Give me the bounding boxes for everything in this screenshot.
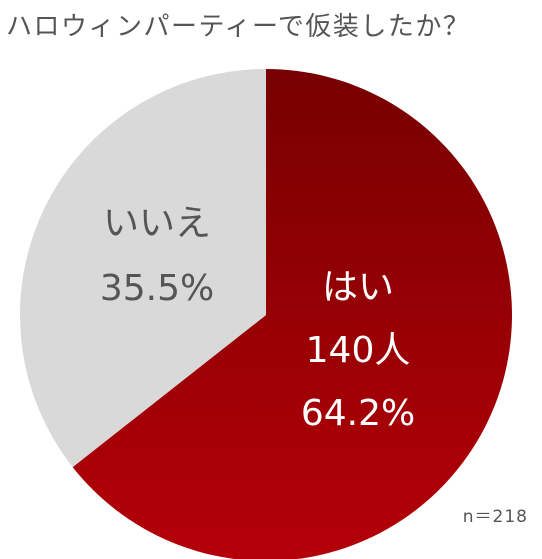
slice-label-no: いいえ [103,203,211,244]
slice-value-label-no: 35.5% [100,268,214,309]
slice-value-label-yes: 64.2% [301,393,415,434]
pie-slice-yes [72,69,512,559]
pie-slices [20,69,512,559]
chart-title: ハロウィンパーティーで仮装したか？ [6,12,471,42]
sample-size-note: n＝218 [462,507,528,527]
slice-count-label-yes: 140人 [306,330,411,371]
slice-label-yes: はい [322,267,394,308]
pie-slice-no [20,69,266,468]
